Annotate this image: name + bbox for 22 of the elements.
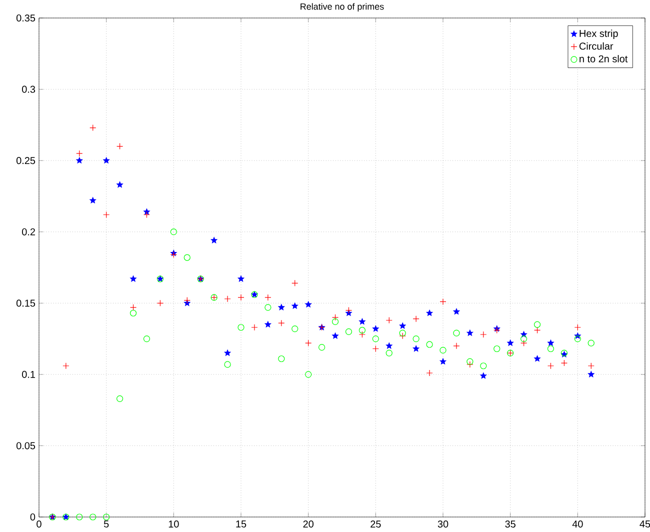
legend-label: n to 2n slot <box>580 55 628 62</box>
x-tick-label: 20 <box>303 520 314 528</box>
legend-label: Circular <box>579 42 614 50</box>
x-tick-label: 40 <box>572 520 583 528</box>
x-tick-label: 15 <box>236 520 246 528</box>
x-tick-label: 10 <box>168 520 179 528</box>
x-tick-label: 30 <box>438 520 448 528</box>
x-tick-label: 35 <box>505 520 516 528</box>
x-tick-label: 45 <box>640 520 650 528</box>
y-tick-label: 0.1 <box>22 370 35 378</box>
y-tick-label: 0.15 <box>16 300 36 307</box>
x-tick-label: 0 <box>36 520 42 528</box>
legend-label: Hex strip <box>580 30 618 39</box>
y-tick-label: 0.2 <box>22 228 35 236</box>
y-tick-label: 0.05 <box>16 442 36 450</box>
chart-title: Relative no of primes <box>300 3 384 12</box>
x-tick-label: 25 <box>370 520 381 528</box>
y-tick-label: 0.35 <box>16 14 36 22</box>
y-tick-label: 0 <box>30 513 36 521</box>
x-tick-label: 5 <box>104 520 109 528</box>
y-tick-label: 0.25 <box>16 157 36 164</box>
y-tick-label: 0.3 <box>22 86 36 93</box>
